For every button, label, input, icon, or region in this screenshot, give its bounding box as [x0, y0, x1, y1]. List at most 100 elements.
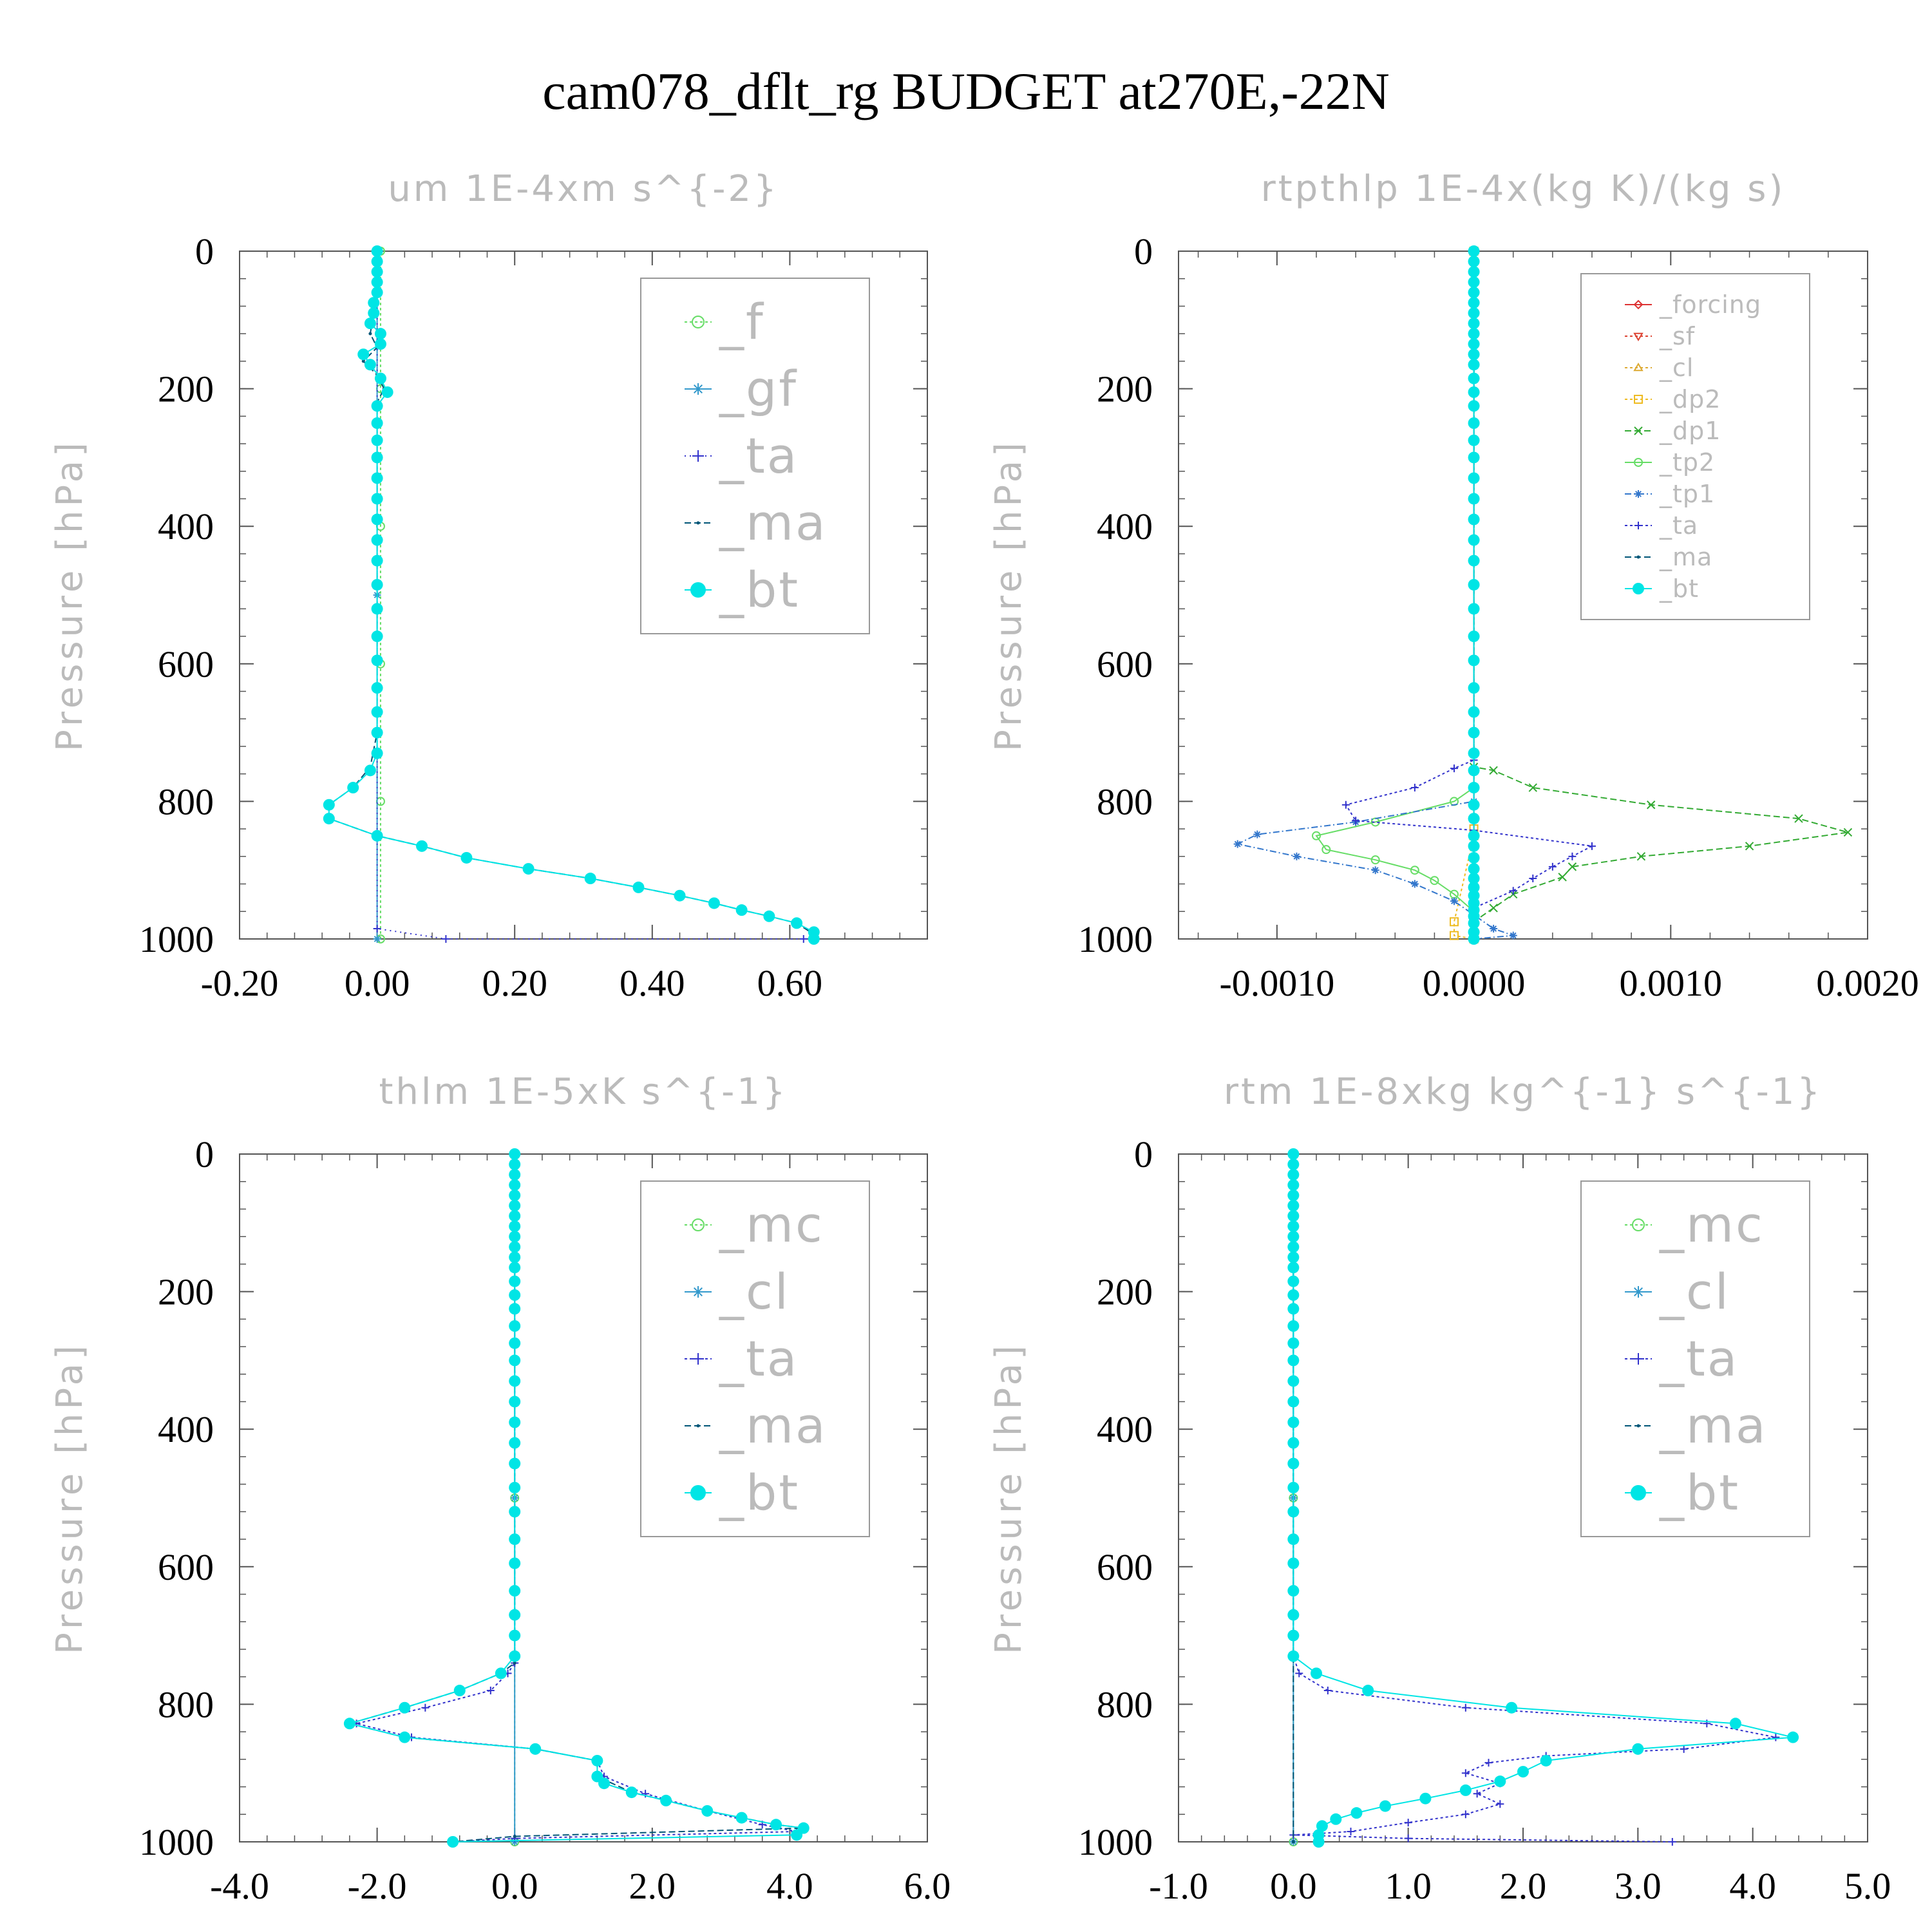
data-point	[495, 1667, 507, 1680]
data-point	[371, 513, 383, 526]
data-point	[1468, 917, 1480, 929]
data-point	[1291, 1840, 1295, 1844]
data-point	[1729, 1718, 1741, 1730]
data-point	[1287, 1629, 1300, 1642]
data-point	[1287, 1354, 1300, 1367]
x-tick-label: -0.0010	[1219, 962, 1334, 1004]
data-point	[1362, 1685, 1374, 1697]
data-point	[509, 1585, 521, 1597]
data-point	[509, 1629, 521, 1642]
data-point	[1450, 931, 1459, 940]
data-point	[1468, 863, 1480, 875]
data-point	[421, 1703, 430, 1712]
legend-marker	[690, 582, 706, 598]
legend-entry: _cl	[1625, 1263, 1730, 1320]
legend-label: _ta	[1659, 1330, 1739, 1387]
data-point	[1468, 726, 1480, 739]
data-point	[1468, 799, 1480, 811]
data-point	[371, 417, 383, 429]
data-point	[1468, 266, 1480, 278]
data-point	[1287, 1231, 1300, 1243]
y-axis-label: Pressure [hPa]	[49, 439, 91, 752]
data-point	[1287, 1179, 1300, 1191]
data-point	[1450, 917, 1459, 927]
data-point	[632, 881, 645, 893]
data-point	[509, 1481, 521, 1493]
y-tick-label: 400	[1097, 1408, 1153, 1450]
data-point	[1459, 1784, 1472, 1796]
y-tick-label: 400	[158, 1408, 214, 1450]
legend-marker	[696, 521, 700, 525]
data-point	[1489, 766, 1498, 775]
data-point	[371, 829, 383, 842]
data-point	[763, 910, 775, 922]
data-point	[1468, 297, 1480, 309]
data-point	[509, 1650, 521, 1662]
legend-label: _ma	[1659, 1397, 1768, 1454]
data-point	[416, 840, 428, 852]
data-point	[1287, 1200, 1300, 1212]
y-tick-label: 200	[158, 368, 214, 410]
data-point	[509, 1533, 521, 1546]
legend-label: _dp1	[1659, 417, 1721, 445]
data-point	[1484, 1759, 1493, 1767]
x-tick-label: 0.0000	[1423, 962, 1526, 1004]
data-point	[371, 451, 383, 464]
data-point	[513, 1661, 516, 1665]
data-point	[1347, 1827, 1355, 1835]
legend-label: _ta	[719, 427, 799, 484]
legend: _mc _cl _ta _ma _bt	[640, 1180, 870, 1537]
data-point	[371, 726, 383, 739]
legend-entry: _ta	[685, 427, 799, 484]
legend-label: _cl	[1659, 1263, 1730, 1320]
legend-entry: _tp1	[1625, 480, 1714, 508]
data-point	[1404, 1834, 1412, 1842]
data-point	[371, 630, 383, 643]
data-point	[1509, 887, 1517, 895]
legend-entry: _gf	[685, 360, 796, 417]
legend: _f _gf _ta _ma _bt	[640, 278, 870, 634]
data-point	[371, 654, 383, 667]
data-point	[1468, 630, 1480, 643]
legend-entry: _dp2	[1625, 385, 1720, 413]
data-point	[1490, 924, 1498, 933]
legend-marker	[692, 450, 704, 462]
x-tick-label: 0.0	[491, 1865, 538, 1907]
x-tick-label: -1.0	[1149, 1865, 1208, 1907]
data-point	[509, 1241, 521, 1253]
data-point	[1632, 1743, 1644, 1755]
data-point	[1312, 1836, 1325, 1848]
data-point	[513, 1834, 516, 1838]
y-tick-label: 1000	[1078, 918, 1153, 960]
data-point	[323, 799, 335, 811]
legend-marker	[1632, 1218, 1645, 1231]
data-point	[1287, 1169, 1300, 1181]
data-point	[1468, 554, 1480, 567]
data-point	[1468, 245, 1480, 257]
x-tick-label: 0.0	[1270, 1865, 1317, 1907]
legend-marker	[1633, 299, 1643, 310]
data-point	[1468, 603, 1480, 615]
data-point	[1468, 348, 1480, 361]
data-point	[368, 332, 372, 336]
legend-label: _ma	[1659, 543, 1712, 571]
data-point	[1794, 814, 1803, 823]
data-point	[1461, 1769, 1470, 1777]
panel-rtm: -1.0 0.0 1.0 2.0 3.0 4.0 5.0 0 200 400 600 800 1000 r…	[988, 1071, 1891, 1907]
data-point	[1287, 1481, 1300, 1493]
data-point	[1430, 876, 1439, 886]
series-line	[1315, 251, 1475, 939]
data-point	[591, 1754, 603, 1766]
data-point	[1558, 873, 1567, 882]
x-tick-label: 4.0	[766, 1865, 813, 1907]
legend-marker	[1633, 363, 1643, 372]
data-point	[374, 372, 386, 384]
data-point	[371, 472, 383, 484]
data-point	[1287, 1303, 1300, 1315]
legend-entry: _ma	[1625, 1397, 1768, 1454]
legend-entry: _bt	[685, 1464, 798, 1521]
data-point	[1233, 840, 1242, 848]
data-point	[364, 359, 376, 371]
data-point	[1287, 1210, 1300, 1222]
legend-marker	[1634, 490, 1642, 498]
